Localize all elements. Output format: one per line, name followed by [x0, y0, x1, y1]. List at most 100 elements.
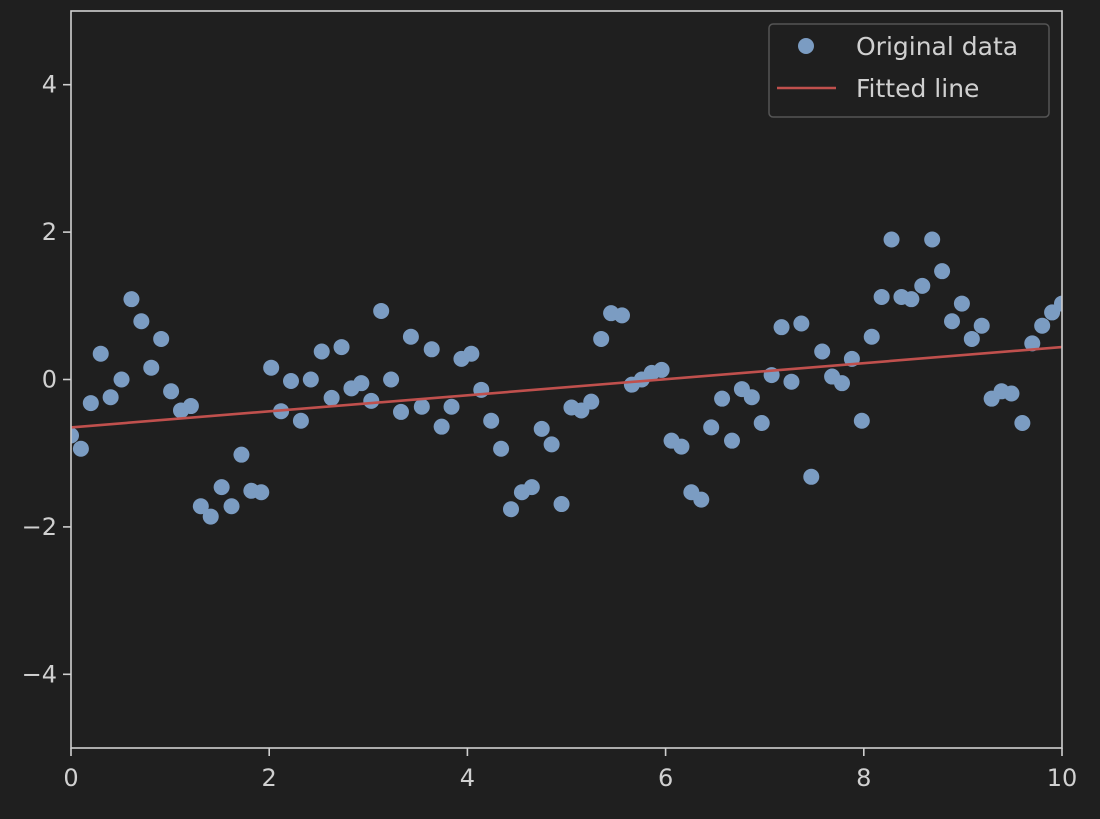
data-point-53	[593, 330, 610, 347]
data-point-32	[383, 371, 400, 388]
data-point-7	[133, 313, 150, 330]
data-point-81	[873, 288, 890, 305]
data-point-27	[333, 339, 350, 356]
data-point-37	[433, 418, 450, 435]
data-point-12	[182, 398, 199, 415]
data-point-24	[302, 371, 319, 388]
data-point-66	[723, 432, 740, 449]
data-point-4	[102, 389, 119, 406]
data-point-47	[533, 420, 550, 437]
legend-label-fitted-line: Fitted line	[856, 74, 979, 103]
data-point-79	[853, 412, 870, 429]
x-tick-label-0: 0	[63, 764, 78, 792]
legend-box	[768, 23, 1050, 118]
data-point-64	[703, 419, 720, 436]
fitted-line-group	[71, 345, 1062, 429]
data-point-74	[803, 468, 820, 485]
data-point-91	[973, 317, 990, 334]
data-point-96	[1024, 335, 1041, 352]
x-tick-label-1: 2	[262, 764, 277, 792]
y-tick-label-3: 2	[42, 218, 57, 246]
y-tick-label-4: 4	[42, 71, 57, 99]
data-point-35	[413, 398, 430, 415]
data-point-77	[833, 375, 850, 392]
data-point-10	[163, 383, 180, 400]
data-point-48	[543, 436, 560, 453]
data-point-0	[71, 427, 79, 444]
data-point-90	[963, 330, 980, 347]
data-point-82	[883, 231, 900, 248]
x-tick-label-3: 6	[658, 764, 673, 792]
y-axis-ticks: −4 −2 0 2 4	[22, 71, 71, 688]
data-point-52	[583, 393, 600, 410]
x-tick-label-5: 10	[1047, 764, 1078, 792]
data-point-31	[373, 302, 390, 319]
scatter-points-group	[71, 231, 1062, 525]
data-point-30	[363, 392, 380, 409]
data-point-94	[1003, 385, 1020, 402]
data-point-16	[223, 498, 240, 515]
data-point-75	[814, 343, 831, 360]
data-point-14	[202, 508, 219, 525]
data-point-17	[233, 446, 250, 463]
data-point-72	[783, 373, 800, 390]
data-point-55	[613, 307, 630, 324]
legend-label-original-data: Original data	[856, 32, 1018, 61]
x-tick-label-2: 4	[460, 764, 475, 792]
data-point-3	[92, 345, 109, 362]
data-point-5	[113, 371, 130, 388]
data-point-19	[253, 484, 270, 501]
data-point-23	[292, 412, 309, 429]
data-point-34	[402, 328, 419, 345]
data-point-87	[934, 263, 951, 280]
data-point-89	[953, 295, 970, 312]
data-point-88	[943, 313, 960, 330]
data-point-68	[743, 389, 760, 406]
y-tick-label-0: −4	[22, 660, 57, 688]
data-point-20	[263, 359, 280, 376]
data-point-38	[443, 398, 460, 415]
data-point-22	[283, 372, 300, 389]
data-point-36	[423, 341, 440, 358]
data-point-63	[693, 491, 710, 508]
fitted-line	[71, 345, 1062, 429]
data-point-2	[82, 395, 99, 412]
data-point-95	[1014, 414, 1031, 431]
y-tick-label-2: 0	[42, 366, 57, 394]
data-point-29	[353, 375, 370, 392]
data-point-46	[523, 479, 540, 496]
data-point-84	[903, 291, 920, 308]
data-point-15	[213, 479, 230, 496]
data-point-97	[1034, 317, 1051, 334]
plot-frame	[70, 10, 1063, 749]
data-point-59	[653, 361, 670, 378]
data-point-13	[192, 498, 209, 515]
data-point-99	[1054, 295, 1062, 312]
data-point-43	[493, 440, 510, 457]
data-point-65	[714, 390, 731, 407]
data-point-80	[863, 328, 880, 345]
data-point-40	[463, 345, 480, 362]
legend-marker-original-data	[798, 38, 814, 54]
data-point-42	[483, 412, 500, 429]
data-point-85	[914, 277, 931, 294]
data-point-69	[753, 414, 770, 431]
data-point-8	[143, 359, 160, 376]
data-point-26	[323, 389, 340, 406]
data-point-86	[924, 231, 941, 248]
data-point-1	[72, 440, 89, 457]
data-point-9	[153, 330, 170, 347]
legend: Original data Fitted line	[768, 23, 1050, 118]
data-point-71	[773, 319, 790, 336]
data-point-73	[793, 315, 810, 332]
x-tick-label-4: 8	[856, 764, 871, 792]
y-tick-label-1: −2	[22, 513, 57, 541]
data-point-6	[123, 291, 140, 308]
x-axis-ticks: 0 2 4 6 8 10	[63, 748, 1077, 792]
data-point-44	[503, 501, 520, 518]
data-point-61	[673, 438, 690, 455]
data-point-33	[393, 403, 410, 420]
data-point-49	[553, 496, 570, 513]
